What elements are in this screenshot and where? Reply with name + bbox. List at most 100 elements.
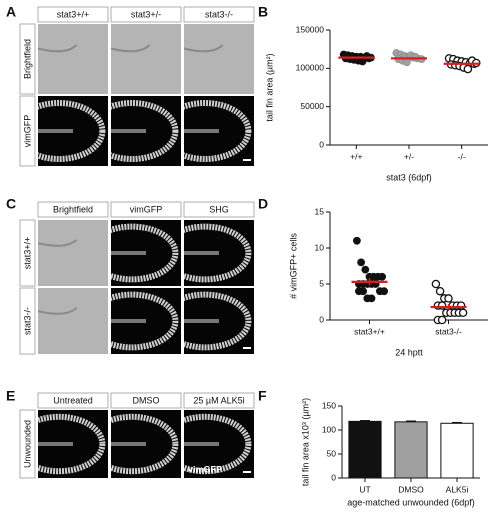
fin-outline [38, 413, 106, 475]
column-label: Untreated [53, 395, 93, 405]
panel-letter: F [258, 388, 267, 404]
fin-edge [37, 239, 78, 247]
y-tick-label: 100000 [296, 63, 325, 73]
column-label: stat3+/+ [57, 9, 90, 19]
x-axis-label: age-matched unwounded (6dpf) [347, 497, 475, 507]
x-tick-label: stat3+/+ [354, 326, 385, 336]
brightfield-image [38, 220, 108, 286]
x-tick-label: -/- [458, 151, 466, 161]
column-header [183, 392, 255, 409]
x-axis-label: 24 hptt [395, 347, 423, 357]
column-header [183, 201, 255, 218]
fin-edge [37, 44, 78, 53]
data-point [352, 236, 361, 245]
panel-letter: C [6, 196, 16, 212]
y-tick-label: 0 [319, 314, 324, 324]
x-tick-label: +/+ [350, 151, 362, 161]
column-label: vimGFP [130, 204, 163, 214]
column-label: stat3-/- [205, 9, 233, 19]
row-header [19, 23, 36, 95]
brightfield-image [38, 24, 108, 94]
image-annotation: vimGFP [188, 464, 222, 474]
row-header [19, 219, 36, 287]
y-tick-label: 100 [322, 424, 336, 434]
y-axis-label: tail fin area x10³ (µm²) [300, 398, 310, 486]
data-point [367, 294, 376, 303]
data-point [357, 258, 365, 267]
data-point [380, 287, 388, 296]
data-point [361, 265, 370, 274]
fin [111, 291, 179, 351]
fin-outline [184, 223, 252, 283]
fin-outline [111, 413, 179, 475]
fin [184, 413, 252, 475]
fin-outline [184, 100, 252, 162]
fin [111, 413, 179, 475]
brightfield-image [111, 24, 181, 94]
fin-edge [110, 44, 151, 53]
column-header [37, 201, 109, 218]
column-header [37, 6, 109, 23]
bar [440, 422, 474, 479]
fin [184, 291, 252, 351]
fin [184, 223, 252, 283]
x-tick-label: ALK5i [446, 484, 469, 494]
data-point [444, 294, 453, 303]
data-point [437, 315, 447, 325]
fin-outline [111, 223, 179, 283]
data-point [431, 279, 441, 289]
brightfield-image [184, 24, 254, 94]
fin [38, 100, 106, 162]
panel-letter: B [258, 4, 268, 20]
panel-letter: A [6, 4, 16, 20]
x-tick-label: DMSO [398, 484, 424, 494]
column-label: SHG [209, 204, 229, 214]
row-label: stat3-/- [22, 307, 32, 335]
data-point [435, 286, 445, 296]
column-header [110, 392, 182, 409]
x-tick-label: +/- [404, 151, 414, 161]
row-header [19, 409, 36, 479]
column-header [37, 392, 109, 409]
row-label: stat3+/+ [22, 237, 32, 270]
x-axis-label: stat3 (6dpf) [386, 172, 432, 182]
x-tick-label: UT [359, 484, 370, 494]
fin-outline [111, 291, 179, 351]
x-tick-label: stat3-/- [435, 326, 462, 336]
panel-letter: E [6, 388, 15, 404]
column-header [110, 201, 182, 218]
row-label: vimGFP [22, 115, 32, 148]
y-tick-label: 150 [322, 400, 336, 410]
column-label: DMSO [133, 395, 160, 405]
bar [394, 421, 428, 479]
fin [184, 100, 252, 162]
y-tick-label: 0 [331, 472, 336, 482]
column-label: 25 µM ALK5i [193, 395, 244, 405]
column-label: Brightfield [53, 204, 93, 214]
fin-edge [37, 307, 78, 315]
data-point [458, 308, 468, 318]
row-header [19, 95, 36, 167]
panel-letter: D [258, 196, 268, 212]
data-point [359, 287, 367, 296]
y-tick-label: 50000 [300, 101, 324, 111]
column-header [183, 6, 255, 23]
brightfield-image [38, 288, 108, 354]
fin-outline [38, 100, 106, 162]
column-label: stat3+/- [131, 9, 161, 19]
fin [111, 223, 179, 283]
fin-outline [111, 100, 179, 162]
y-axis-label: tail fin area (µm²) [264, 53, 274, 121]
row-label: Unwounded [22, 420, 32, 468]
fin [38, 413, 106, 475]
data-point [402, 58, 411, 67]
row-header [19, 287, 36, 355]
fin [111, 100, 179, 162]
y-axis-label: # vimGFP+ cells [288, 233, 298, 299]
y-tick-label: 50 [327, 448, 337, 458]
fin-outline [184, 291, 252, 351]
fin-outline [184, 413, 252, 475]
y-tick-label: 0 [319, 139, 324, 149]
data-point [378, 272, 386, 281]
